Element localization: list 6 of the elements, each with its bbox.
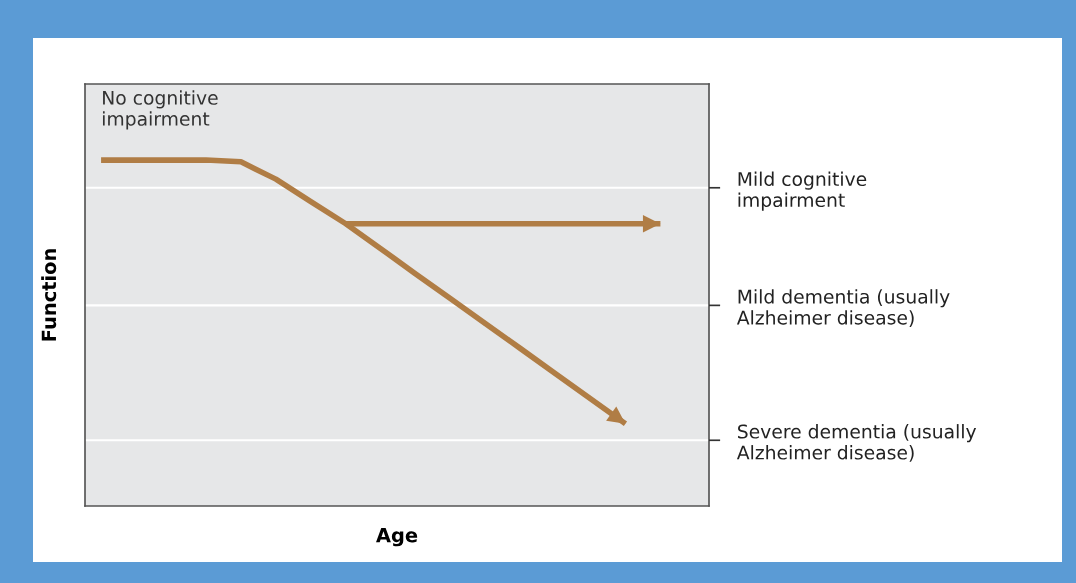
ref-line-label: Mild dementia (usually Alzheimer disease): [736, 289, 950, 327]
y-axis-title: Function: [41, 249, 57, 341]
ref-line-label: Mild cognitive impairment: [738, 171, 867, 211]
x-axis-title: Age: [376, 527, 418, 547]
ref-line-label: Severe dementia (usually Alzheimer disease): [736, 424, 977, 462]
text: No cognitive impairment: [102, 90, 218, 130]
